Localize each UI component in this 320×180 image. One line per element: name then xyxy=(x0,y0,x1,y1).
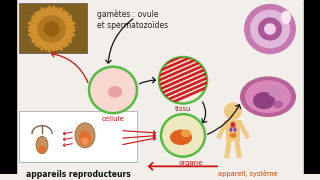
Ellipse shape xyxy=(108,86,122,98)
Polygon shape xyxy=(44,22,59,36)
Bar xyxy=(304,0,320,174)
Ellipse shape xyxy=(229,127,233,132)
Ellipse shape xyxy=(273,101,283,108)
Bar xyxy=(19,3,87,53)
Polygon shape xyxy=(28,6,75,52)
Ellipse shape xyxy=(79,130,91,146)
Circle shape xyxy=(224,103,242,120)
Ellipse shape xyxy=(75,123,95,148)
Bar xyxy=(226,120,240,141)
Text: appareil, système: appareil, système xyxy=(218,170,278,177)
Ellipse shape xyxy=(36,136,48,154)
Ellipse shape xyxy=(229,133,236,138)
Ellipse shape xyxy=(268,86,284,98)
Circle shape xyxy=(89,67,137,113)
Circle shape xyxy=(264,23,276,35)
Ellipse shape xyxy=(234,127,236,132)
Ellipse shape xyxy=(240,76,296,117)
Circle shape xyxy=(244,4,296,54)
Bar xyxy=(0,0,16,174)
Polygon shape xyxy=(38,16,65,42)
Text: appareils reproducteurs: appareils reproducteurs xyxy=(26,170,130,179)
Circle shape xyxy=(258,17,282,41)
Ellipse shape xyxy=(170,130,192,145)
Ellipse shape xyxy=(81,137,89,145)
Circle shape xyxy=(161,114,205,157)
Bar xyxy=(19,111,137,161)
Ellipse shape xyxy=(181,130,191,137)
Circle shape xyxy=(159,57,207,104)
Text: cellule: cellule xyxy=(101,116,124,122)
Ellipse shape xyxy=(281,11,291,24)
Circle shape xyxy=(250,10,290,48)
Ellipse shape xyxy=(253,92,275,109)
Ellipse shape xyxy=(245,80,291,113)
Ellipse shape xyxy=(230,122,236,128)
Text: gamètes : ovule
et spermatozoïdes: gamètes : ovule et spermatozoïdes xyxy=(97,10,168,30)
Ellipse shape xyxy=(38,146,46,154)
Text: tissu: tissu xyxy=(175,106,191,112)
Text: organe: organe xyxy=(179,160,203,166)
